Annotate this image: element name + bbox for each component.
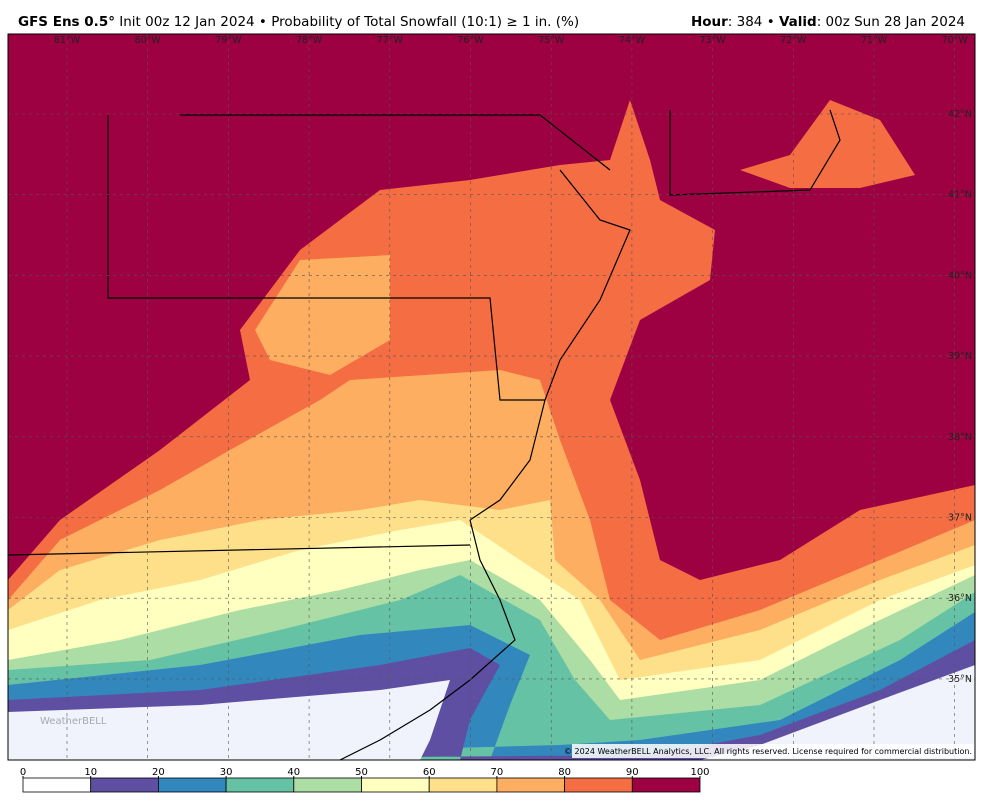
- longitude-label: 71°W: [861, 35, 888, 46]
- graticule: [8, 34, 975, 760]
- separator: •: [259, 14, 267, 30]
- longitude-label: 73°W: [699, 35, 726, 46]
- colorbar-tick-label: 40: [287, 767, 300, 778]
- hour: : 384: [728, 14, 763, 30]
- product: Probability of Total Snowfall (10:1) ≥ 1…: [271, 14, 579, 30]
- longitude-label: 77°W: [377, 35, 404, 46]
- colorbar-tick-label: 60: [423, 767, 436, 778]
- colorbar-swatch: [564, 777, 633, 793]
- copyright-bg: [572, 744, 974, 758]
- latitude-label: 35°N: [948, 674, 972, 685]
- latitude-label: 37°N: [948, 513, 972, 524]
- colorbar-swatch: [631, 777, 701, 793]
- colorbar-tick-label: 90: [626, 767, 639, 778]
- colorbar-swatch: [22, 777, 92, 793]
- logo: WeatherBELL: [40, 716, 107, 727]
- colorbar-swatch: [293, 777, 362, 793]
- band-0: [8, 665, 975, 760]
- colorbar-swatch: [90, 777, 159, 793]
- colorbar-swatch: [225, 777, 295, 793]
- colorbar-swatch: [496, 777, 565, 793]
- hour-label: Hour: [691, 14, 728, 30]
- band-80: [740, 100, 915, 188]
- longitude-label: 70°W: [942, 35, 969, 46]
- colorbar-tick-label: 50: [355, 767, 368, 778]
- colorbar-tick-label: 80: [558, 767, 571, 778]
- colorbar-tick-label: 100: [690, 767, 709, 778]
- longitude-label: 80°W: [135, 35, 162, 46]
- latitude-label: 39°N: [948, 351, 972, 362]
- model: GFS Ens 0.5°: [18, 14, 115, 30]
- longitude-label: 81°W: [54, 35, 81, 46]
- longitude-label: 72°W: [780, 35, 807, 46]
- latitude-label: 38°N: [948, 432, 972, 443]
- valid-label: Valid: [779, 14, 817, 30]
- separator: •: [767, 14, 775, 30]
- colorbar-tick-label: 70: [491, 767, 504, 778]
- colorbar-tick-label: 30: [220, 767, 233, 778]
- band-70: [255, 255, 390, 375]
- title: GFS Ens 0.5° Init 00z 12 Jan 2024 • Prob…: [18, 14, 579, 30]
- longitude-label: 74°W: [619, 35, 646, 46]
- colorbar-swatch: [428, 777, 498, 793]
- latitude-label: 42°N: [948, 109, 972, 120]
- longitude-label: 79°W: [215, 35, 242, 46]
- boundaries: [8, 109, 841, 760]
- valid: : 00z Sun 28 Jan 2024: [817, 14, 965, 30]
- map-frame: [7, 33, 976, 761]
- latitude-label: 41°N: [948, 190, 972, 201]
- colorbar: 0 10 20 30 40 50 60 70 80 90 100: [20, 767, 710, 793]
- colorbar-tick-label: 0: [20, 767, 26, 778]
- valid-info: Hour: 384 • Valid: 00z Sun 28 Jan 2024: [691, 14, 965, 30]
- longitude-label: 75°W: [538, 35, 565, 46]
- map: WeatherBELL © 2024 WeatherBELL Analytics…: [8, 34, 975, 760]
- longitude-label: 78°W: [296, 35, 323, 46]
- longitude-label: 76°W: [457, 35, 484, 46]
- init: Init 00z 12 Jan 2024: [119, 14, 254, 30]
- map-labels: 81°W 80°W 79°W 78°W 77°W 76°W 75°W 74°W 73°W 72°W…: [54, 35, 972, 685]
- colorbar-swatch: [157, 777, 227, 793]
- colorbar-swatch: [361, 777, 430, 793]
- copyright: © 2024 WeatherBELL Analytics, LLC. All r…: [564, 747, 972, 756]
- latitude-label: 36°N: [948, 593, 972, 604]
- colorbar-tick-label: 10: [84, 767, 97, 778]
- colorbar-tick-label: 20: [152, 767, 165, 778]
- latitude-label: 40°N: [948, 270, 972, 281]
